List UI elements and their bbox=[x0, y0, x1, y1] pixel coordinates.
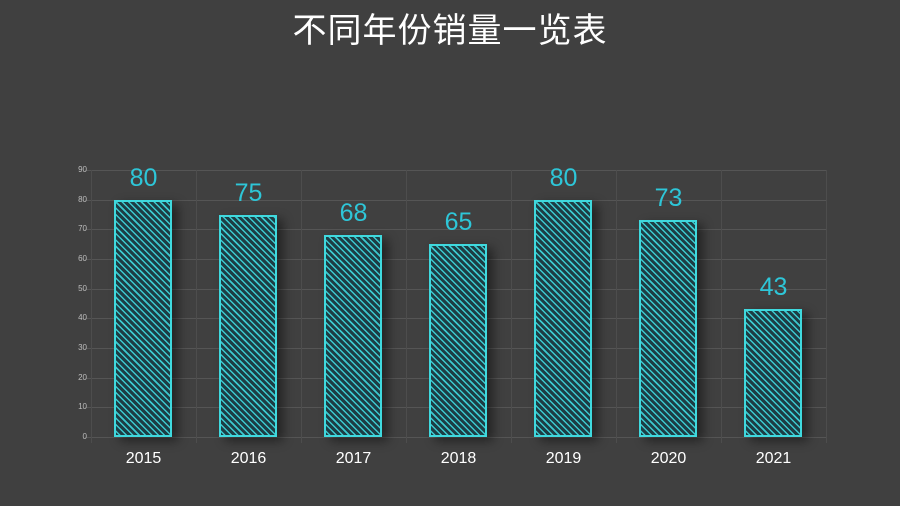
bar-2016 bbox=[218, 214, 277, 437]
gridline-vertical bbox=[616, 170, 617, 443]
y-tick-label: 10 bbox=[78, 402, 87, 412]
x-tick-label: 2015 bbox=[125, 450, 162, 467]
gridline-horizontal bbox=[85, 229, 826, 231]
y-tick-label: 30 bbox=[78, 343, 87, 352]
y-tick-label: 50 bbox=[78, 283, 87, 293]
y-tick-label: 0 bbox=[82, 432, 87, 441]
y-tick-label: 60 bbox=[78, 254, 87, 263]
gridline-vertical bbox=[196, 170, 197, 443]
value-label: 73 bbox=[654, 184, 683, 213]
gridline-vertical bbox=[721, 170, 722, 443]
x-tick-label: 2020 bbox=[650, 450, 687, 467]
y-tick-label: 40 bbox=[78, 313, 87, 323]
value-label: 68 bbox=[339, 199, 368, 228]
x-tick-label: 2021 bbox=[755, 450, 792, 467]
bar-2018 bbox=[428, 244, 487, 437]
bar-2021 bbox=[743, 309, 802, 437]
value-label: 43 bbox=[759, 273, 788, 302]
y-tick-label: 80 bbox=[78, 194, 87, 204]
gridline-horizontal bbox=[85, 199, 826, 201]
bar-2020 bbox=[638, 220, 697, 437]
gridline-vertical bbox=[826, 170, 827, 443]
y-tick-label: 70 bbox=[78, 224, 87, 234]
value-label: 80 bbox=[129, 163, 158, 192]
plot-area: 80 75 68 65 80 73 43 bbox=[85, 164, 827, 443]
chart-title: 不同年份销量一览表 bbox=[292, 11, 608, 51]
gridline-vertical bbox=[511, 170, 512, 443]
bar-2015 bbox=[113, 199, 172, 437]
y-tick-label: 20 bbox=[78, 372, 87, 382]
gridline-vertical bbox=[91, 170, 92, 443]
gridline-vertical bbox=[406, 170, 407, 443]
value-label: 80 bbox=[549, 163, 578, 192]
value-label: 65 bbox=[444, 208, 473, 237]
value-label: 75 bbox=[234, 178, 263, 207]
x-tick-label: 2016 bbox=[230, 450, 267, 467]
bar-2019 bbox=[533, 199, 592, 437]
y-tick-label: 90 bbox=[78, 165, 87, 174]
gridline-horizontal bbox=[85, 437, 826, 438]
bar-2017 bbox=[323, 235, 382, 437]
x-tick-label: 2018 bbox=[440, 450, 477, 467]
gridline-vertical bbox=[301, 170, 302, 443]
x-tick-label: 2017 bbox=[335, 450, 372, 467]
gridline-horizontal bbox=[85, 170, 826, 171]
x-tick-label: 2019 bbox=[545, 450, 582, 467]
